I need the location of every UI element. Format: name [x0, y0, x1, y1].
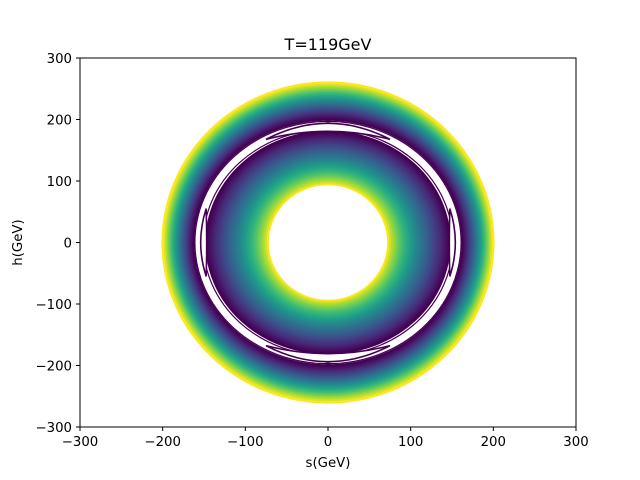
- y-tick-label: −200: [35, 360, 72, 375]
- minimum-contour-3: [199, 208, 208, 277]
- x-tick-label: 200: [481, 435, 506, 450]
- contour-line: [264, 181, 392, 304]
- contour-line: [231, 153, 425, 332]
- contour-line: [164, 84, 492, 401]
- contour-line: [161, 81, 495, 404]
- minimum-contour-1: [265, 122, 391, 141]
- contour-line: [165, 86, 491, 399]
- contour-line: [229, 151, 427, 334]
- contour-line: [244, 163, 412, 322]
- y-tick-label: 0: [64, 237, 72, 252]
- contour-line: [192, 118, 464, 367]
- x-tick-label: −100: [227, 435, 264, 450]
- contour-line: [189, 114, 467, 371]
- contour-line: [235, 156, 421, 329]
- contour-line: [178, 101, 478, 384]
- contour-line: [168, 89, 488, 396]
- chart-title: T=119GeV: [284, 35, 372, 54]
- contour-line: [248, 167, 408, 318]
- contour-line: [169, 91, 487, 394]
- contour-line: [180, 104, 476, 381]
- contour-line: [241, 161, 415, 324]
- x-tick-label: 0: [324, 435, 332, 450]
- y-tick-label: −100: [35, 298, 72, 313]
- x-tick-label: 100: [398, 435, 423, 450]
- contour-line: [162, 83, 494, 402]
- contour-line: [227, 149, 429, 336]
- contour-line: [237, 158, 419, 327]
- contour-line: [171, 93, 485, 392]
- y-tick-label: 200: [47, 114, 72, 129]
- contour-line: [182, 106, 474, 379]
- y-tick-label: 300: [47, 52, 72, 67]
- contour-line: [250, 168, 406, 317]
- contour-line: [213, 137, 443, 348]
- x-axis: −300 −200 −100 0 100 200 300 s(GeV): [62, 427, 589, 471]
- y-axis: 300 200 100 0 −100 −200 −300 h(GeV): [11, 52, 80, 436]
- contour-line: [172, 94, 484, 391]
- contour-line: [190, 116, 466, 369]
- contour-line: [233, 154, 423, 331]
- contour-line: [183, 108, 473, 377]
- contour-line: [221, 144, 435, 341]
- plot-area: [79, 57, 577, 428]
- contour-line: [252, 170, 404, 315]
- y-axis-label: h(GeV): [11, 219, 26, 265]
- minimum-contour-2: [265, 344, 391, 363]
- contour-line: [207, 132, 449, 353]
- y-tick-label: −300: [35, 421, 72, 436]
- x-tick-label: −200: [144, 435, 181, 450]
- contour-line: [246, 165, 410, 320]
- contour-line: [217, 141, 439, 344]
- contour-line: [225, 148, 431, 337]
- contour-line: [176, 99, 480, 386]
- contour-line: [179, 103, 477, 382]
- contour-line: [239, 160, 417, 325]
- contour-line: [209, 134, 447, 351]
- contour-line: [175, 98, 481, 387]
- contour-line: [223, 146, 433, 339]
- x-tick-label: 300: [563, 435, 588, 450]
- x-tick-label: −300: [62, 435, 99, 450]
- contour-line: [219, 142, 437, 343]
- contour-line: [167, 88, 489, 397]
- contour-line: [173, 96, 483, 389]
- contour-line: [256, 174, 400, 311]
- contour-line: [211, 135, 445, 350]
- contour-line: [187, 113, 469, 372]
- contour-line: [262, 179, 394, 306]
- x-axis-label: s(GeV): [306, 456, 351, 471]
- contour-line: [260, 177, 396, 308]
- contour-line: [186, 111, 470, 374]
- y-tick-label: 100: [47, 175, 72, 190]
- minimum-contour-4: [448, 208, 457, 277]
- contour-line: [254, 172, 402, 313]
- contour-line: [215, 139, 441, 346]
- contour-field: [161, 81, 495, 404]
- contour-line: [185, 109, 471, 376]
- contour-line: [266, 182, 390, 303]
- contour-line: [258, 175, 398, 310]
